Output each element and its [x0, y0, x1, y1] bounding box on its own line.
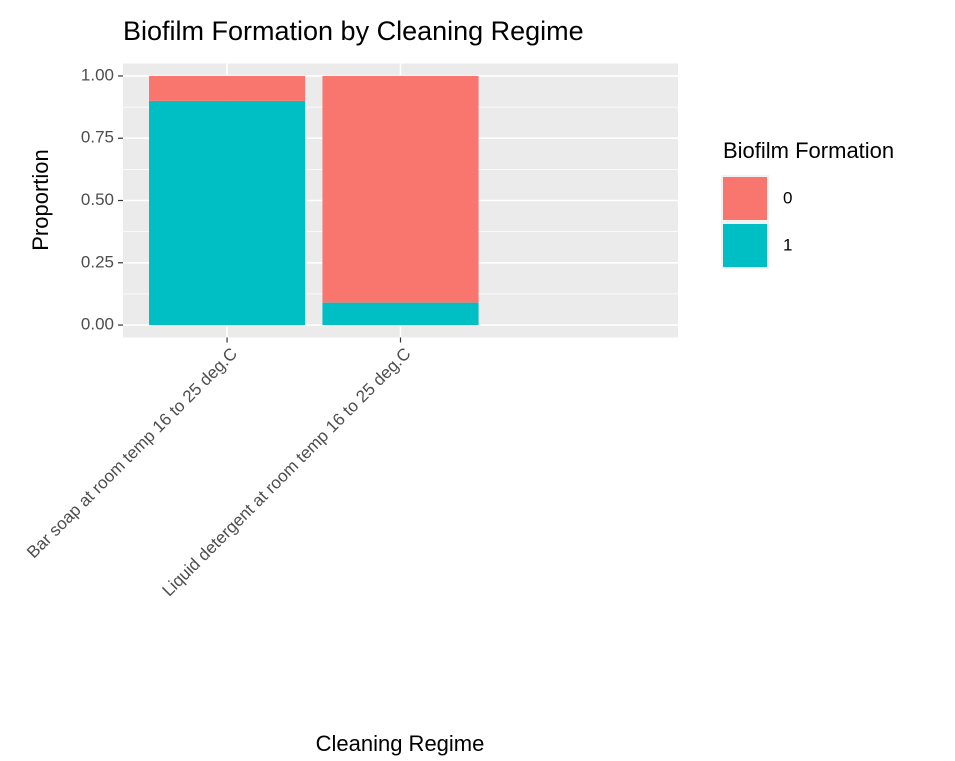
chart-title: Biofilm Formation by Cleaning Regime — [123, 16, 584, 46]
legend-label: 1 — [783, 235, 792, 254]
legend-swatch — [723, 224, 767, 267]
x-axis-title: Cleaning Regime — [316, 731, 485, 756]
x-tick-label: Bar soap at room temp 16 to 25 deg.C — [23, 344, 241, 562]
y-tick-label: 0.75 — [81, 128, 114, 147]
legend-title: Biofilm Formation — [723, 138, 894, 163]
y-tick-label: 0.00 — [81, 315, 114, 334]
y-tick-label: 1.00 — [81, 65, 114, 84]
bar-segment — [322, 75, 479, 303]
y-tick-label: 0.25 — [81, 252, 114, 271]
bar-segment — [149, 75, 306, 101]
bar-segment — [149, 100, 306, 326]
bar-segment — [322, 302, 479, 326]
legend-label: 0 — [783, 188, 792, 207]
legend-swatch — [723, 177, 767, 220]
y-axis-title: Proportion — [28, 149, 53, 251]
y-tick-label: 0.50 — [81, 190, 114, 209]
